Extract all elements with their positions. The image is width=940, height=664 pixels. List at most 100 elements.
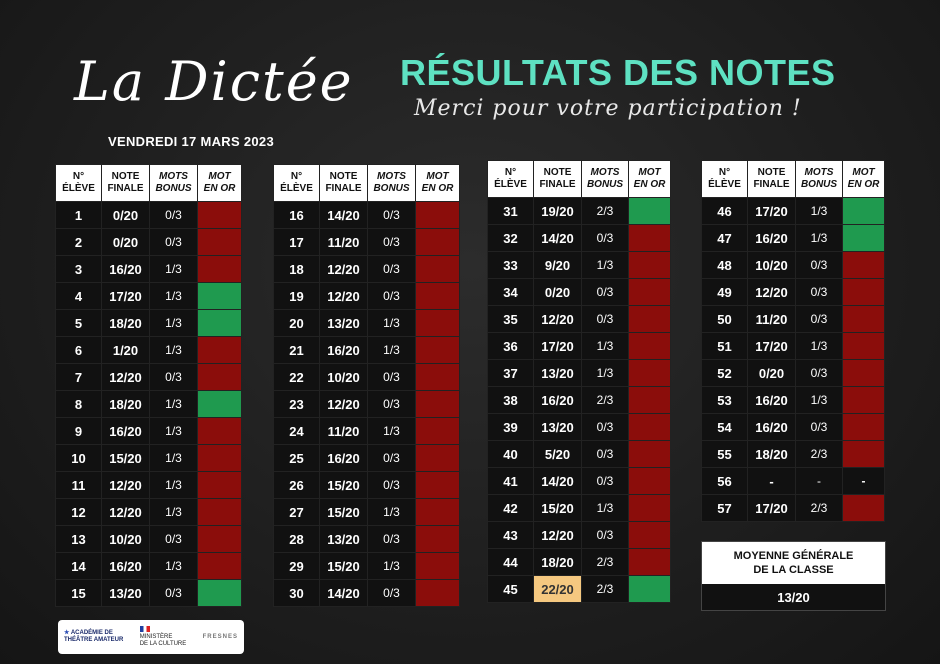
column-header-note-line1: NOTE (329, 171, 358, 182)
golden-word-status-green (197, 309, 242, 337)
class-average-value: 13/20 (702, 584, 885, 610)
final-note: 16/20 (533, 386, 582, 414)
table-row: 54 16/20 0/3 (701, 413, 885, 441)
student-number: 22 (273, 363, 320, 391)
column-header-gold-line1: MOT (426, 171, 449, 182)
column-header-note-line1: NOTE (543, 167, 572, 178)
table-row: 23 12/20 0/3 (273, 390, 460, 418)
final-note: 18/20 (533, 548, 582, 576)
student-number: 44 (487, 548, 534, 576)
column-header-gold: MOT EN OR (415, 164, 460, 202)
table-row: 14 16/20 1/3 (55, 552, 242, 580)
table-row: 25 16/20 0/3 (273, 444, 460, 472)
bonus-words: 0/3 (367, 471, 416, 499)
table-row: 15 13/20 0/3 (55, 579, 242, 607)
table-row: 26 15/20 0/3 (273, 471, 460, 499)
bonus-words: 0/3 (367, 525, 416, 553)
column-header-gold-line1: MOT (852, 167, 875, 178)
table-row: 10 15/20 1/3 (55, 444, 242, 472)
table-row: 3 16/20 1/3 (55, 255, 242, 283)
bonus-words: 0/3 (149, 201, 198, 229)
student-number: 40 (487, 440, 534, 468)
student-number: 20 (273, 309, 320, 337)
golden-word-status-red (415, 309, 460, 337)
table-row: 40 5/20 0/3 (487, 440, 671, 468)
golden-word-status-red (628, 251, 671, 279)
table-row: 11 12/20 1/3 (55, 471, 242, 499)
table-row: 20 13/20 1/3 (273, 309, 460, 337)
table-row: 13 10/20 0/3 (55, 525, 242, 553)
bonus-words: 1/3 (149, 552, 198, 580)
bonus-words: 1/3 (149, 255, 198, 283)
golden-word-status-red (197, 525, 242, 553)
bonus-words: 1/3 (581, 251, 629, 279)
final-note: 19/20 (533, 197, 582, 225)
student-number: 1 (55, 201, 102, 229)
ministere-logo: MINISTÈRE DE LA CULTURE (139, 626, 186, 648)
golden-word-status-red (197, 201, 242, 229)
student-number: 4 (55, 282, 102, 310)
table-row: 55 18/20 2/3 (701, 440, 885, 468)
final-note: 14/20 (533, 467, 582, 495)
bonus-words: 1/3 (581, 494, 629, 522)
table-row: 27 15/20 1/3 (273, 498, 460, 526)
student-number: 31 (487, 197, 534, 225)
golden-word-status-red (415, 444, 460, 472)
golden-word-status-red (415, 336, 460, 364)
column-header-bonus-line2: BONUS (586, 179, 624, 190)
final-note: 13/20 (319, 525, 368, 553)
bonus-words: 1/3 (149, 390, 198, 418)
student-number: 29 (273, 552, 320, 580)
bonus-words: 0/3 (367, 444, 416, 472)
bonus-words: 0/3 (581, 521, 629, 549)
student-number: 16 (273, 201, 320, 229)
final-note: 12/20 (747, 278, 796, 306)
final-note: 15/20 (319, 552, 368, 580)
student-number: 38 (487, 386, 534, 414)
student-number: 41 (487, 467, 534, 495)
golden-word-status-red (197, 471, 242, 499)
column-header-gold: MOT EN OR (842, 160, 885, 198)
student-number: 14 (55, 552, 102, 580)
results-table-2: N° ÉLÈVE NOTE FINALE MOTS BONUS MOT EN OR 16 14/2… (273, 164, 460, 607)
bonus-words: 1/3 (367, 336, 416, 364)
table-row: 19 12/20 0/3 (273, 282, 460, 310)
student-number: 47 (701, 224, 748, 252)
student-number: 54 (701, 413, 748, 441)
fresnes-logo: FRESNES (203, 634, 238, 641)
column-header-gold: MOT EN OR (628, 160, 671, 198)
column-header-note: NOTE FINALE (533, 160, 582, 198)
final-note: 11/20 (319, 417, 368, 445)
table-row: 52 0/20 0/3 (701, 359, 885, 387)
bonus-words: 1/3 (367, 417, 416, 445)
golden-word-status-red (628, 386, 671, 414)
bonus-words: 1/3 (795, 332, 843, 360)
golden-word-status-red (197, 336, 242, 364)
column-header-gold-line2: EN OR (421, 183, 454, 194)
final-note: 18/20 (101, 309, 150, 337)
final-note: 16/20 (319, 336, 368, 364)
bonus-words: 0/3 (581, 467, 629, 495)
column-header-bonus-line2: BONUS (800, 179, 838, 190)
table-row: 48 10/20 0/3 (701, 251, 885, 279)
table-row: 1 0/20 0/3 (55, 201, 242, 229)
results-table-1: N° ÉLÈVE NOTE FINALE MOTS BONUS MOT EN OR 1 0/20 0… (55, 164, 242, 607)
golden-word-status-red (628, 278, 671, 306)
table-row: 17 11/20 0/3 (273, 228, 460, 256)
table-row: 33 9/20 1/3 (487, 251, 671, 279)
header-row: N° ÉLÈVE NOTE FINALE MOTS BONUS MOT EN OR (273, 164, 460, 202)
academie-line1: ACADÉMIE DE (70, 630, 113, 636)
golden-word-status-red (628, 467, 671, 495)
golden-word-status-red (628, 305, 671, 333)
student-number: 19 (273, 282, 320, 310)
flag-icon (139, 626, 150, 633)
average-label-line2: DE LA CLASSE (753, 564, 834, 576)
final-note: 15/20 (101, 444, 150, 472)
table-row: 35 12/20 0/3 (487, 305, 671, 333)
column-header-note: NOTE FINALE (747, 160, 796, 198)
final-note: 12/20 (101, 471, 150, 499)
bonus-words: 0/3 (367, 390, 416, 418)
golden-word-status-red (842, 332, 885, 360)
student-number: 36 (487, 332, 534, 360)
table-row: 41 14/20 0/3 (487, 467, 671, 495)
